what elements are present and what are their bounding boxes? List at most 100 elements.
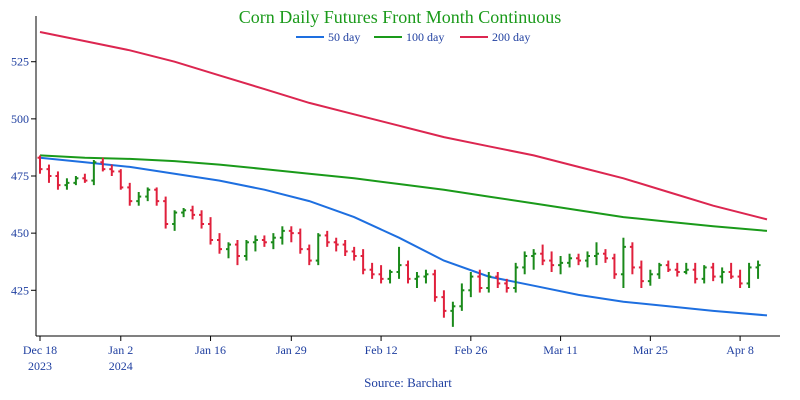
ohlc-bar xyxy=(423,269,429,284)
legend-label-200-day: 200 day xyxy=(492,30,530,44)
ohlc-bar xyxy=(243,240,249,261)
ohlc-bar xyxy=(755,260,761,279)
ohlc-bar xyxy=(55,171,61,190)
x-tick-label: Jan 29 xyxy=(276,343,307,357)
ohlc-bar xyxy=(199,210,205,229)
moving-average-lines xyxy=(39,31,768,317)
ohlc-bar xyxy=(163,196,169,229)
ohlc-bar xyxy=(46,164,52,183)
ohlc-bar xyxy=(73,176,79,186)
price-bars xyxy=(37,155,761,327)
ohlc-bar xyxy=(459,283,465,311)
x-tick-label: Jan 16 xyxy=(195,343,226,357)
ohlc-bar xyxy=(91,160,97,186)
ohlc-bar xyxy=(270,233,276,250)
ohlc-bar xyxy=(118,169,124,190)
ohlc-bar xyxy=(567,253,573,268)
x-tick-sublabel: 2023 xyxy=(28,359,52,373)
ohlc-bar xyxy=(692,262,698,284)
ohlc-bar xyxy=(387,269,393,284)
legend: 50 day 100 day 200 day xyxy=(296,30,530,44)
ohlc-bar xyxy=(127,182,133,206)
ohlc-bar xyxy=(656,262,662,279)
ohlc-bar xyxy=(360,249,366,275)
ohlc-bar xyxy=(468,272,474,298)
ohlc-bar xyxy=(37,155,43,174)
ohlc-bar xyxy=(432,269,438,302)
y-tick-label: 525 xyxy=(11,55,29,69)
legend-label-50-day: 50 day xyxy=(328,30,360,44)
ohlc-bar xyxy=(100,157,106,172)
ohlc-bar xyxy=(136,192,142,206)
ohlc-bar xyxy=(342,240,348,256)
series-line-100-day xyxy=(39,154,768,232)
ohlc-bar xyxy=(172,210,178,231)
ohlc-bar xyxy=(495,272,501,288)
ohlc-bar xyxy=(728,262,734,279)
ohlc-bar xyxy=(288,226,294,243)
ohlc-bar xyxy=(378,265,384,284)
ohlc-bar xyxy=(225,242,231,259)
ohlc-bar xyxy=(306,244,312,266)
series-line-50-day xyxy=(39,156,768,317)
ohlc-bar xyxy=(549,251,555,272)
x-tick-sublabel: 2024 xyxy=(109,359,133,373)
ohlc-bar xyxy=(217,233,223,254)
series-line-200-day xyxy=(39,31,768,221)
ohlc-bar xyxy=(710,262,716,282)
ohlc-bar xyxy=(522,251,528,275)
ohlc-bar xyxy=(629,242,635,275)
ohlc-bar xyxy=(297,228,303,254)
ohlc-bar xyxy=(369,262,375,279)
ohlc-bar xyxy=(647,269,653,286)
ohlc-bar xyxy=(414,272,420,288)
x-tick-label: Mar 11 xyxy=(543,343,578,357)
ohlc-bar xyxy=(252,235,258,252)
ohlc-bar xyxy=(190,205,196,220)
ohlc-bar xyxy=(665,260,671,272)
ohlc-bar xyxy=(611,253,617,279)
source-note: Source: Barchart xyxy=(364,375,452,390)
ohlc-bar xyxy=(602,249,608,263)
ohlc-bar xyxy=(450,301,456,327)
ohlc-bar xyxy=(540,244,546,266)
ohlc-bar xyxy=(154,187,160,206)
ohlc-bar xyxy=(477,269,483,293)
ohlc-bar xyxy=(315,233,321,266)
ohlc-bar xyxy=(396,246,402,279)
y-ticks: 425 450 475 500 525 xyxy=(11,55,36,297)
chart-title: Corn Daily Futures Front Month Continuou… xyxy=(239,7,562,27)
x-tick-label: Feb 12 xyxy=(365,343,398,357)
y-tick-label: 450 xyxy=(11,226,29,240)
ohlc-bar xyxy=(145,187,151,202)
ohlc-bar xyxy=(585,251,591,268)
ohlc-bar xyxy=(638,260,644,288)
ohlc-bar xyxy=(324,230,330,247)
x-tick-label: Mar 25 xyxy=(633,343,668,357)
ohlc-bar xyxy=(441,290,447,318)
x-tick-label: Apr 8 xyxy=(726,343,754,357)
ohlc-bar xyxy=(181,208,187,218)
ohlc-bar xyxy=(109,164,115,176)
ohlc-bar xyxy=(234,240,240,266)
ohlc-bar xyxy=(683,262,689,275)
legend-label-100-day: 100 day xyxy=(406,30,444,44)
ohlc-bar xyxy=(620,237,626,288)
x-tick-label: Feb 26 xyxy=(454,343,487,357)
ohlc-bar xyxy=(486,272,492,293)
ohlc-bar xyxy=(701,265,707,284)
ohlc-bar xyxy=(351,246,357,261)
ohlc-bar xyxy=(576,253,582,266)
ohlc-bar xyxy=(504,278,510,293)
y-tick-label: 425 xyxy=(11,283,29,297)
y-tick-label: 500 xyxy=(11,112,29,126)
ohlc-bar xyxy=(746,262,752,288)
ohlc-bar xyxy=(558,256,564,275)
ohlc-bar xyxy=(674,262,680,277)
ohlc-bar xyxy=(719,267,725,284)
y-tick-label: 475 xyxy=(11,169,29,183)
x-tick-label: Dec 18 xyxy=(23,343,57,357)
ohlc-bar xyxy=(208,217,214,245)
x-ticks: Dec 18 2023 Jan 2 2024 Jan 16 Jan 29 Feb 12 Feb… xyxy=(23,336,754,373)
